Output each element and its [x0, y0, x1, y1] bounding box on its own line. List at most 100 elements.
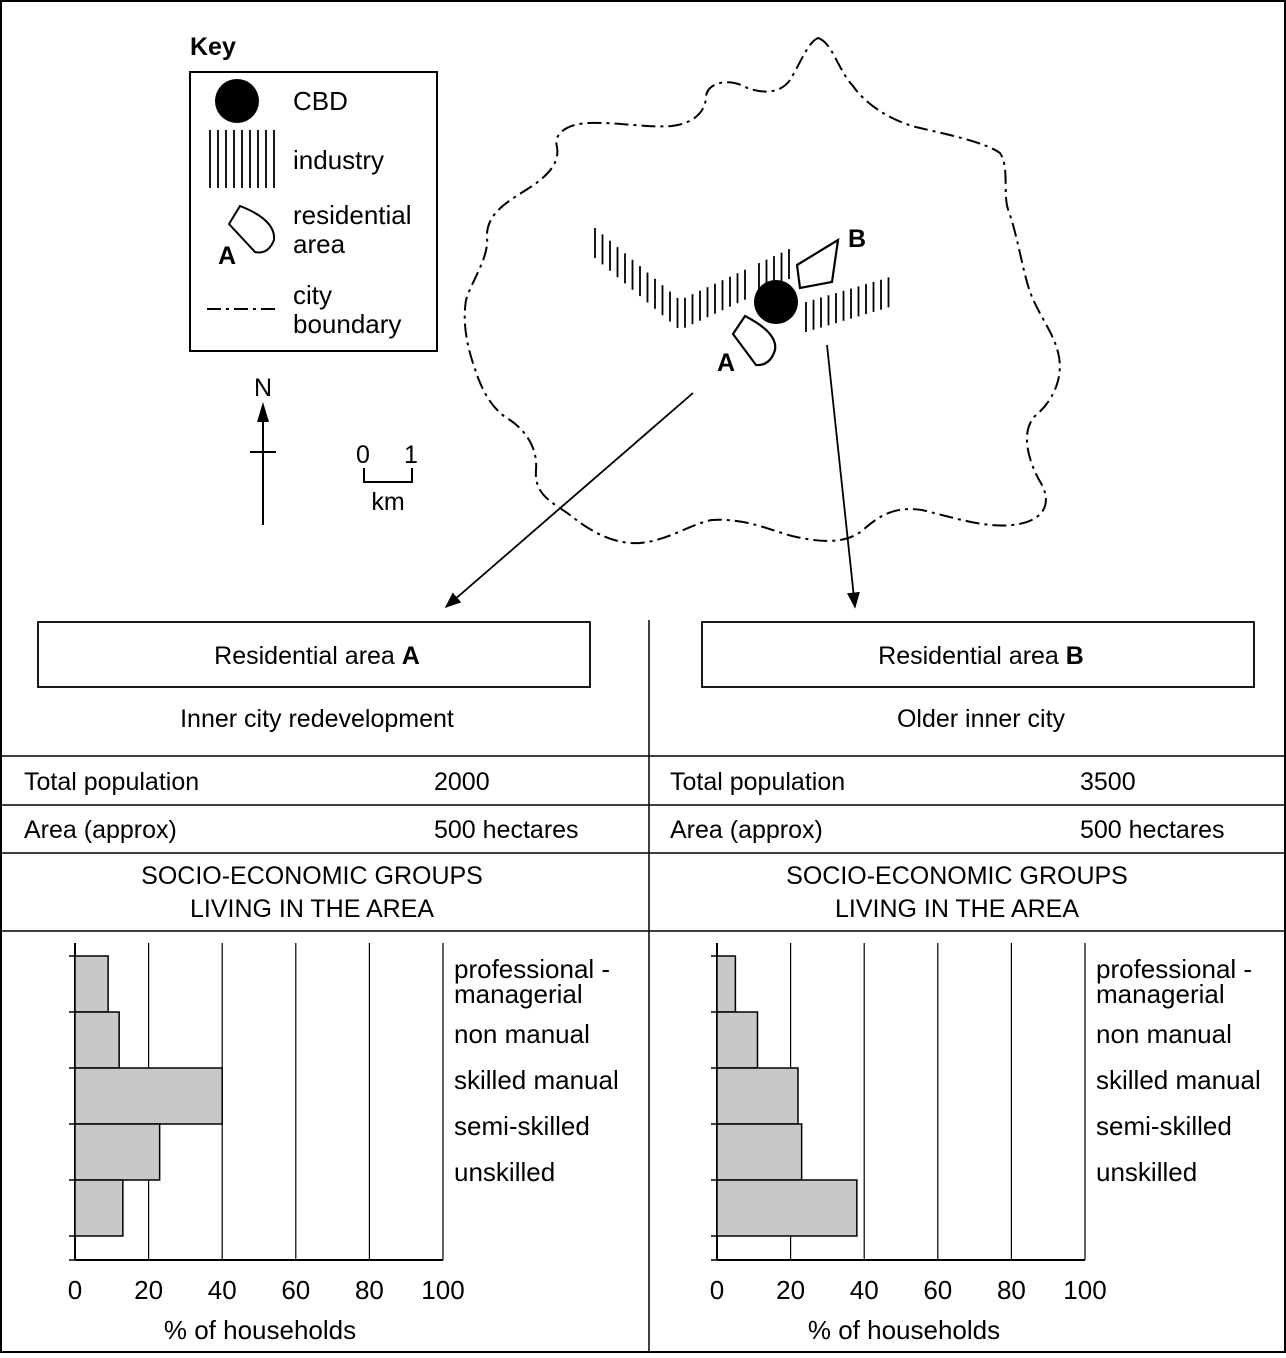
bar	[716, 1011, 759, 1069]
arrow-to-panel-b	[826, 344, 860, 609]
category-label-line: managerial	[1096, 979, 1225, 1009]
panel-b-heading-prefix: Residential area	[878, 642, 1066, 670]
panel-a-area-value: 500 hectares	[434, 816, 579, 844]
key-label-residential-2: area	[293, 229, 346, 259]
x-tick-label: 60	[281, 1275, 310, 1305]
category-label: unskilled	[1096, 1157, 1197, 1187]
x-tick-label: 0	[710, 1275, 724, 1305]
key-label-cbd: CBD	[293, 86, 348, 116]
residential-key-symbol	[227, 204, 276, 254]
panel-b-groups-title-2: LIVING IN THE AREA	[835, 895, 1079, 923]
category-label: professional -managerial	[454, 954, 610, 1009]
map-label-a: A	[717, 349, 735, 377]
arrow-to-panel-a	[444, 392, 694, 609]
category-label-line: skilled manual	[454, 1065, 619, 1095]
category-label-line: non manual	[1096, 1019, 1232, 1049]
chart-area-a: professional -managerial non manual skille…	[68, 943, 619, 1305]
key-label-industry: industry	[293, 145, 384, 175]
key-label-boundary-2: boundary	[293, 309, 401, 339]
x-tick-label: 40	[208, 1275, 237, 1305]
category-label-line: unskilled	[1096, 1157, 1197, 1187]
scale-bar	[363, 468, 413, 483]
scale-start-label: 0	[356, 441, 370, 469]
cbd-key-symbol	[215, 79, 259, 123]
panel-b-xlabel: % of households	[808, 1315, 1000, 1345]
x-tick-label: 0	[68, 1275, 82, 1305]
panel-a-population-label: Total population	[24, 768, 199, 796]
residential-area-a-map	[731, 314, 777, 367]
chart-area-b: professional -managerial non manual skille…	[710, 943, 1261, 1305]
key-title: Key	[190, 33, 236, 61]
category-label-line: unskilled	[454, 1157, 555, 1187]
category-label: skilled manual	[1096, 1065, 1261, 1095]
scale-end-label: 1	[404, 441, 418, 469]
industry-key-hatch	[209, 130, 275, 188]
key-label-residential-1: residential	[293, 200, 412, 230]
x-tick-label: 40	[850, 1275, 879, 1305]
panel-b-heading: Residential area B	[878, 642, 1084, 670]
bar	[74, 955, 109, 1013]
panel-b-population-label: Total population	[670, 768, 845, 796]
bar	[74, 1123, 161, 1181]
panel-b-subtitle: Older inner city	[897, 705, 1066, 733]
panel-a-groups-title-2: LIVING IN THE AREA	[190, 895, 434, 923]
category-label: semi-skilled	[454, 1111, 590, 1141]
category-label-line: non manual	[454, 1019, 590, 1049]
x-tick-label: 100	[1063, 1275, 1106, 1305]
panel-a-heading-box	[37, 621, 591, 688]
residential-area-b-map	[795, 237, 840, 290]
panel-a-heading-letter: A	[402, 642, 420, 670]
x-tick-label: 20	[776, 1275, 805, 1305]
panel-a-population-value: 2000	[434, 768, 490, 796]
city-boundary	[463, 36, 1061, 545]
category-label-line: professional -	[454, 954, 610, 984]
key-label-boundary-1: city	[293, 280, 332, 310]
category-label-line: semi-skilled	[1096, 1111, 1232, 1141]
bar	[716, 1067, 799, 1125]
panel-b-population-value: 3500	[1080, 768, 1136, 796]
category-label-line: semi-skilled	[454, 1111, 590, 1141]
bar	[716, 1123, 803, 1181]
panel-a-xlabel: % of households	[164, 1315, 356, 1345]
north-label: N	[254, 374, 272, 402]
category-label: unskilled	[454, 1157, 555, 1187]
bar	[716, 1179, 858, 1237]
bar	[74, 1179, 124, 1237]
x-tick-label: 20	[134, 1275, 163, 1305]
category-label: skilled manual	[454, 1065, 619, 1095]
bar	[74, 1067, 223, 1125]
cbd-map-symbol	[754, 280, 798, 324]
x-tick-label: 60	[923, 1275, 952, 1305]
x-tick-label: 80	[355, 1275, 384, 1305]
north-arrow	[250, 402, 276, 525]
x-tick-label: 80	[997, 1275, 1026, 1305]
panel-b-groups-title-1: SOCIO-ECONOMIC GROUPS	[786, 862, 1128, 890]
category-label: non manual	[454, 1019, 590, 1049]
category-label-line: managerial	[454, 979, 583, 1009]
map-label-b: B	[848, 225, 866, 253]
panel-b-heading-letter: B	[1066, 642, 1084, 670]
x-tick-label: 100	[421, 1275, 464, 1305]
bar	[74, 1011, 120, 1069]
key-box	[189, 71, 438, 352]
category-label-line: professional -	[1096, 954, 1252, 984]
bar	[716, 955, 737, 1013]
panel-a-heading: Residential area A	[214, 642, 420, 670]
panel-a-heading-prefix: Residential area	[214, 642, 402, 670]
panel-b-area-label: Area (approx)	[670, 816, 823, 844]
scale-unit: km	[371, 488, 404, 516]
category-label: semi-skilled	[1096, 1111, 1232, 1141]
panel-a-subtitle: Inner city redevelopment	[180, 705, 454, 733]
key-residential-marker: A	[218, 242, 236, 270]
panel-b-heading-box	[701, 621, 1255, 688]
panel-a-area-label: Area (approx)	[24, 816, 177, 844]
category-label: non manual	[1096, 1019, 1232, 1049]
category-label: professional -managerial	[1096, 954, 1252, 1009]
panel-a-groups-title-1: SOCIO-ECONOMIC GROUPS	[141, 862, 483, 890]
category-label-line: skilled manual	[1096, 1065, 1261, 1095]
industry-map-hatch	[594, 228, 890, 332]
panel-b-area-value: 500 hectares	[1080, 816, 1225, 844]
